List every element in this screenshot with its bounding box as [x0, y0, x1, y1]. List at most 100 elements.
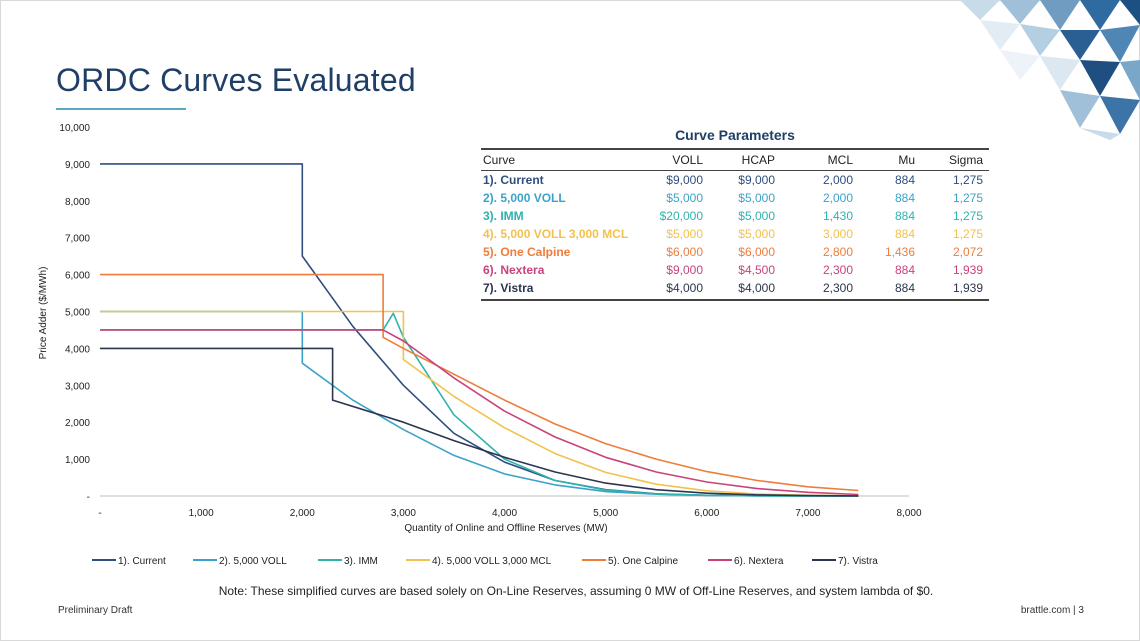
table-title: Curve Parameters [675, 127, 795, 143]
decorative-triangle [1060, 90, 1100, 128]
table-cell-mcl: 2,300 [822, 281, 853, 295]
y-axis-tick-labels: - 1,000 2,000 3,000 4,000 5,000 6,000 7,000 8,00… [59, 123, 90, 503]
table-cell-sigma: 1,939 [952, 281, 983, 295]
legend-label: 2). 5,000 VOLL [219, 556, 287, 567]
table-row: 2). 5,000 VOLL $5,000 $5,000 2,000 884 1,275 [481, 189, 989, 207]
header-sigma: Sigma [948, 153, 983, 167]
footer-draft-label: Preliminary Draft [58, 605, 133, 616]
x-tick-label: 1,000 [189, 508, 214, 519]
decorative-triangle [1040, 56, 1080, 90]
table-cell-hcap: $9,000 [738, 173, 775, 187]
decorative-triangle [1060, 30, 1100, 60]
y-tick-label: 9,000 [65, 160, 90, 171]
table-header-rule [481, 170, 989, 171]
table-cell-mcl: 2,800 [822, 245, 853, 259]
y-tick-label: 10,000 [59, 123, 90, 134]
chart-legend: 1). Current 2). 5,000 VOLL 3). IMM 4). 5,00… [92, 556, 878, 567]
table-cell-mu: 884 [894, 173, 915, 187]
table-cell-hcap: $6,000 [738, 245, 775, 259]
x-tick-label: 5,000 [593, 508, 618, 519]
y-tick-label: 5,000 [65, 308, 90, 319]
table-cell-voll: $9,000 [666, 263, 703, 277]
series-line-3 [100, 312, 859, 497]
header-curve: Curve [483, 153, 516, 167]
series-line-4 [100, 310, 859, 497]
table-cell-curve: 5). One Calpine [483, 245, 571, 259]
decorative-triangle [980, 20, 1020, 50]
table-cell-voll: $9,000 [666, 173, 703, 187]
legend-label: 5). One Calpine [608, 556, 678, 567]
y-tick-label: 1,000 [65, 455, 90, 466]
x-tick-label: 4,000 [492, 508, 517, 519]
table-cell-voll: $4,000 [666, 281, 703, 295]
x-tick-label: 3,000 [391, 508, 416, 519]
y-tick-label: 3,000 [65, 381, 90, 392]
table-cell-voll: $6,000 [666, 245, 703, 259]
series-line-7 [100, 347, 859, 497]
table-cell-hcap: $5,000 [738, 209, 775, 223]
table-cell-curve: 3). IMM [483, 209, 524, 223]
legend-label: 3). IMM [344, 556, 378, 567]
table-row: 1). Current $9,000 $9,000 2,000 884 1,275 [481, 171, 989, 189]
table-cell-curve: 2). 5,000 VOLL [483, 191, 566, 205]
decorative-triangle [1120, 0, 1140, 25]
table-row: 4). 5,000 VOLL 3,000 MCL $5,000 $5,000 3,00… [481, 225, 989, 243]
decorative-triangle [1020, 24, 1060, 56]
series-lines [100, 163, 859, 497]
table-bottom-rule [481, 299, 989, 301]
ordc-line-chart: - 1,000 2,000 3,000 4,000 5,000 6,000 7,000 8,00… [38, 123, 922, 567]
table-cell-mu: 1,436 [884, 245, 915, 259]
table-cell-mu: 884 [894, 209, 915, 223]
legend-label: 1). Current [118, 556, 166, 567]
table-top-rule [481, 148, 989, 150]
table-cell-hcap: $4,500 [738, 263, 775, 277]
table-cell-mcl: 3,000 [822, 227, 853, 241]
series-line-5 [100, 273, 859, 492]
series-line-2 [100, 310, 859, 497]
table-cell-mcl: 2,300 [822, 263, 853, 277]
x-axis-label: Quantity of Online and Offline Reserves … [404, 523, 607, 534]
table-cell-mu: 884 [894, 227, 915, 241]
table-body: 1). Current $9,000 $9,000 2,000 884 1,275 2). … [481, 171, 989, 297]
y-tick-label: 2,000 [65, 418, 90, 429]
table-header-row: Curve VOLL HCAP MCL Mu Sigma [481, 150, 989, 170]
y-axis-label: Price Adder ($/MWh) [38, 267, 49, 360]
table-row: 5). One Calpine $6,000 $6,000 2,800 1,436 2,0… [481, 243, 989, 261]
y-tick-label: - [87, 492, 90, 503]
table-cell-mu: 884 [894, 191, 915, 205]
title-underline [56, 108, 186, 110]
x-tick-label: - [98, 508, 101, 519]
table-cell-sigma: 1,275 [952, 209, 983, 223]
legend-label: 7). Vistra [838, 556, 878, 567]
decorative-triangle [1120, 60, 1140, 100]
table-cell-mcl: 2,000 [822, 173, 853, 187]
table-cell-voll: $5,000 [666, 227, 703, 241]
decorative-triangle [1080, 0, 1120, 30]
table-cell-curve: 7). Vistra [483, 281, 534, 295]
legend-label: 4). 5,000 VOLL 3,000 MCL [432, 556, 552, 567]
series-line-6 [100, 329, 859, 496]
header-mcl: MCL [827, 153, 853, 167]
table-cell-curve: 1). Current [483, 173, 544, 187]
table-cell-sigma: 1,275 [952, 173, 983, 187]
page-title: ORDC Curves Evaluated [56, 62, 416, 98]
decorative-triangle [1080, 128, 1120, 140]
table-cell-hcap: $5,000 [738, 191, 775, 205]
x-tick-label: 2,000 [290, 508, 315, 519]
curve-parameters-table: Curve Parameters Curve VOLL HCAP MCL Mu … [481, 126, 989, 301]
x-axis-tick-labels: - 1,000 2,000 3,000 4,000 5,000 6,000 7,000 8,00… [98, 508, 922, 519]
footer-site-page: brattle.com | 3 [1020, 605, 1084, 616]
table-cell-mcl: 2,000 [822, 191, 853, 205]
chart-note: Note: These simplified curves are based … [218, 584, 934, 598]
table-row: 7). Vistra $4,000 $4,000 2,300 884 1,939 [481, 279, 989, 297]
header-voll: VOLL [672, 153, 703, 167]
table-cell-sigma: 1,939 [952, 263, 983, 277]
table-cell-voll: $5,000 [666, 191, 703, 205]
header-mu: Mu [898, 153, 915, 167]
table-cell-sigma: 1,275 [952, 191, 983, 205]
decorative-triangles-graphic [960, 0, 1140, 140]
decorative-triangle [960, 0, 1000, 20]
decorative-triangle [1000, 50, 1040, 80]
y-tick-label: 8,000 [65, 197, 90, 208]
table-cell-mu: 884 [894, 263, 915, 277]
